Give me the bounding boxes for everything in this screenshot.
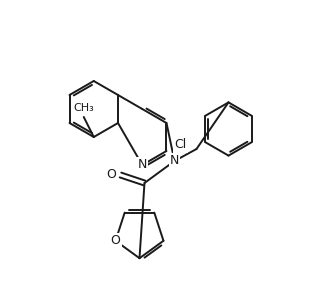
Text: N: N (138, 158, 147, 171)
Text: N: N (170, 154, 179, 168)
Text: O: O (111, 234, 120, 247)
Text: Cl: Cl (174, 139, 187, 151)
Text: O: O (107, 168, 116, 181)
Text: CH₃: CH₃ (73, 103, 94, 113)
